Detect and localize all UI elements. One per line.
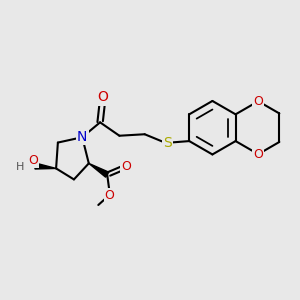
Polygon shape (89, 164, 109, 177)
Text: O: O (253, 148, 263, 161)
Text: S: S (164, 136, 172, 150)
Text: O: O (105, 189, 115, 202)
Text: O: O (97, 90, 108, 104)
Text: N: N (77, 130, 87, 144)
Text: O: O (253, 95, 263, 108)
Text: H: H (16, 162, 25, 172)
Text: O: O (121, 160, 131, 173)
Polygon shape (35, 163, 56, 169)
Text: O: O (28, 154, 38, 166)
